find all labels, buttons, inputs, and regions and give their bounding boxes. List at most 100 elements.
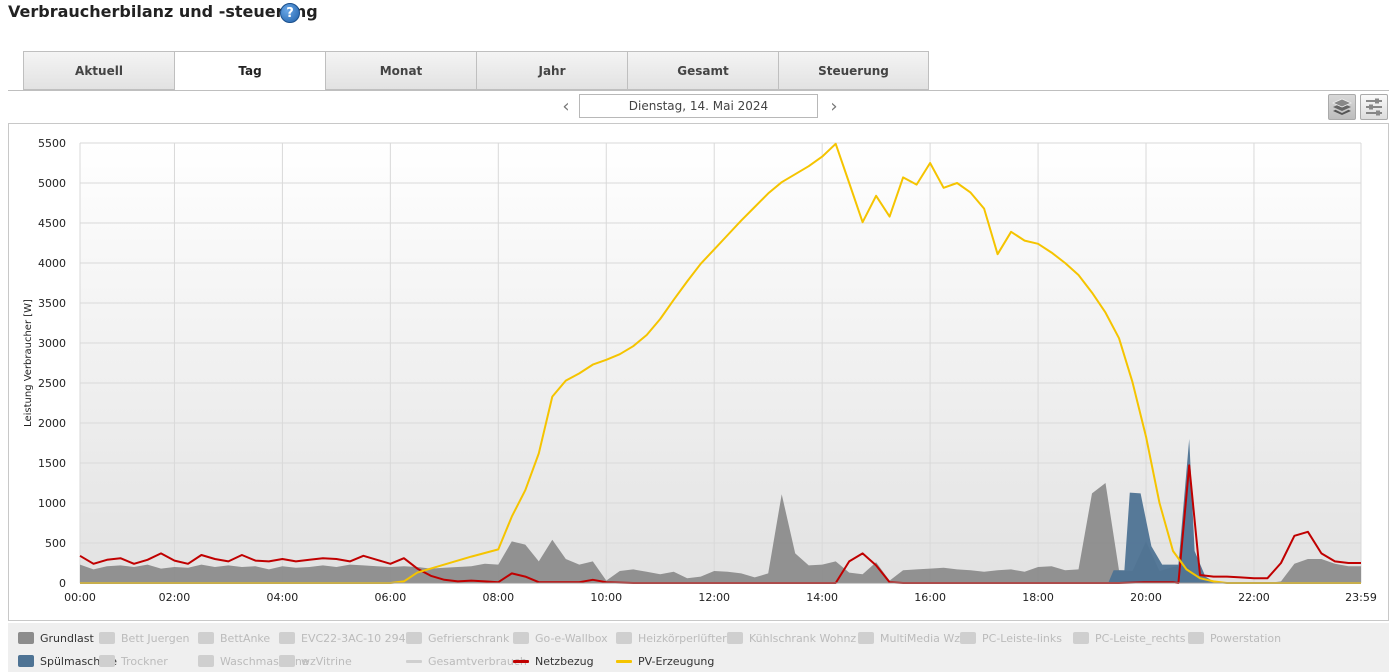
legend-label: Spülmaschine — [40, 654, 117, 668]
legend-swatch — [406, 659, 422, 663]
legend-item[interactable]: MultiMedia Wz — [858, 629, 960, 647]
legend-item[interactable]: Spülmaschine — [18, 652, 117, 670]
legend-item[interactable]: Gesamtverbrauch — [406, 652, 527, 670]
area-grundlast[interactable] — [80, 483, 1361, 583]
legend-swatch — [18, 632, 34, 644]
legend-item[interactable]: Go-e-Wallbox — [513, 629, 608, 647]
line-netzbezug[interactable] — [79, 464, 1361, 584]
legend-item[interactable]: PC-Leiste-links — [960, 629, 1062, 647]
legend-item[interactable]: PC-Leiste_rechts — [1073, 629, 1185, 647]
legend-swatch — [406, 632, 422, 644]
y-tick-label: 4500 — [38, 217, 66, 230]
legend-label: PC-Leiste-links — [982, 631, 1063, 645]
legend-swatch — [727, 632, 743, 644]
x-tick-label: 12:00 — [698, 591, 730, 604]
legend-item[interactable]: Bett Juergen — [99, 629, 189, 647]
chart-settings-button[interactable] — [1360, 94, 1388, 120]
legend-label: MultiMedia Wz — [880, 631, 961, 645]
legend-label: BettAnke — [220, 631, 271, 645]
y-tick-label: 1000 — [38, 497, 66, 510]
tab-bar: Aktuell Tag Monat Jahr Gesamt Steuerung — [23, 51, 929, 91]
x-tick-label: 08:00 — [482, 591, 514, 604]
y-tick-label: 5500 — [38, 137, 66, 150]
y-tick-label: 500 — [45, 537, 66, 550]
legend-label: Bett Juergen — [121, 631, 190, 645]
plot-area — [80, 143, 1361, 583]
page-title: Verbraucherbilanz und -steuerung — [8, 2, 318, 21]
legend-swatch — [616, 632, 632, 644]
date-selector[interactable]: Dienstag, 14. Mai 2024 — [579, 94, 818, 118]
legend-item[interactable]: Gefrierschrank — [406, 629, 509, 647]
help-icon[interactable]: ? — [280, 3, 300, 23]
legend-swatch — [513, 632, 529, 644]
legend-swatch — [99, 655, 115, 667]
legend-item[interactable]: EVC22-3AC-10 294 — [279, 629, 406, 647]
grid-lines — [79, 142, 1362, 584]
legend-item[interactable]: Trockner — [99, 652, 168, 670]
y-tick-label: 5000 — [38, 177, 66, 190]
legend-label: Netzbezug — [535, 654, 594, 668]
chart-legend: Grundlast Bett Juergen BettAnke EVC22-3AC-1… — [8, 623, 1389, 672]
legend-item[interactable]: Powerstation — [1188, 629, 1281, 647]
legend-swatch — [960, 632, 976, 644]
legend-label: Gesamtverbrauch — [428, 654, 527, 668]
legend-label: Grundlast — [40, 631, 94, 645]
x-tick-label: 04:00 — [267, 591, 299, 604]
legend-item[interactable]: Netzbezug — [513, 652, 594, 670]
legend-swatch — [513, 659, 529, 663]
legend-label: Kühlschrank Wohnz — [749, 631, 857, 645]
tab-gesamt[interactable]: Gesamt — [627, 51, 778, 90]
x-tick-label: 06:00 — [375, 591, 407, 604]
sliders-icon — [1366, 98, 1382, 116]
legend-label: Go-e-Wallbox — [535, 631, 608, 645]
x-tick-label: 18:00 — [1022, 591, 1054, 604]
legend-label: Heizkörperlüfter — [638, 631, 727, 645]
legend-label: wzVitrine — [301, 654, 352, 668]
legend-item[interactable]: BettAnke — [198, 629, 270, 647]
tab-monat[interactable]: Monat — [325, 51, 476, 90]
legend-swatch — [198, 655, 214, 667]
legend-label: PC-Leiste_rechts — [1095, 631, 1186, 645]
legend-item[interactable]: PV-Erzeugung — [616, 652, 714, 670]
y-tick-label: 2000 — [38, 417, 66, 430]
legend-label: Trockner — [121, 654, 168, 668]
x-tick-label: 20:00 — [1130, 591, 1162, 604]
y-tick-label: 2500 — [38, 377, 66, 390]
y-tick-label: 1500 — [38, 457, 66, 470]
legend-label: PV-Erzeugung — [638, 654, 715, 668]
legend-item[interactable]: Grundlast — [18, 629, 94, 647]
x-tick-label: 00:00 — [64, 591, 96, 604]
legend-swatch — [1073, 632, 1089, 644]
legend-swatch — [858, 632, 874, 644]
chart-panel: 0 500 1000 1500 2000 2500 3000 3500 4000 4500 5000… — [8, 123, 1389, 621]
stack-toggle-button[interactable] — [1328, 94, 1356, 120]
tab-tag[interactable]: Tag — [174, 51, 325, 91]
x-tick-label: 10:00 — [590, 591, 622, 604]
legend-swatch — [279, 632, 295, 644]
legend-item[interactable]: Kühlschrank Wohnz — [727, 629, 856, 647]
tab-aktuell[interactable]: Aktuell — [23, 51, 174, 90]
x-tick-label: 16:00 — [914, 591, 946, 604]
consumption-chart[interactable]: 0 500 1000 1500 2000 2500 3000 3500 4000 4500 5000… — [9, 124, 1388, 620]
legend-item[interactable]: Heizkörperlüfter — [616, 629, 727, 647]
tab-divider — [8, 90, 1389, 91]
y-tick-label: 3000 — [38, 337, 66, 350]
x-tick-label: 22:00 — [1238, 591, 1270, 604]
prev-day-button[interactable]: ‹ — [562, 96, 570, 117]
legend-label: Gefrierschrank — [428, 631, 510, 645]
layers-icon — [1332, 98, 1352, 115]
x-tick-label: 14:00 — [806, 591, 838, 604]
legend-swatch — [18, 655, 34, 667]
axes: 0 500 1000 1500 2000 2500 3000 3500 4000 4500 5000… — [38, 137, 1377, 604]
line-pv-erzeugung[interactable] — [80, 142, 1361, 584]
legend-item[interactable]: wzVitrine — [279, 652, 352, 670]
next-day-button[interactable]: › — [830, 96, 838, 117]
legend-swatch — [198, 632, 214, 644]
tab-steuerung[interactable]: Steuerung — [778, 51, 929, 90]
y-axis-label: Leistung Verbraucher [W] — [23, 299, 34, 427]
legend-swatch — [616, 659, 632, 663]
legend-swatch — [1188, 632, 1204, 644]
line-series — [79, 142, 1361, 584]
legend-label: EVC22-3AC-10 294 — [301, 631, 406, 645]
tab-jahr[interactable]: Jahr — [476, 51, 627, 90]
